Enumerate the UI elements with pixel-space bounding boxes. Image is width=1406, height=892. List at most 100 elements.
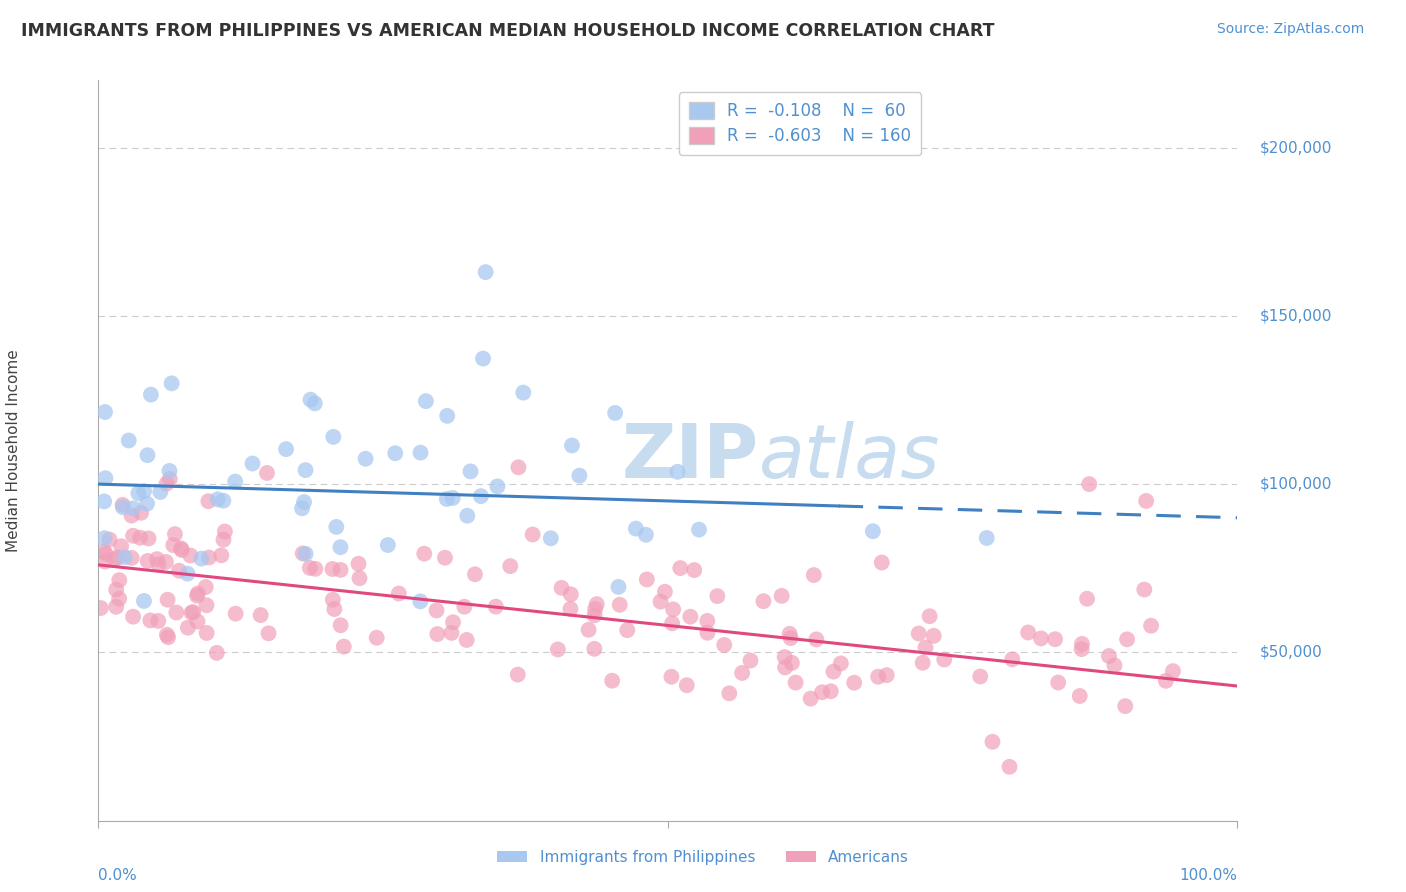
Point <box>354 451 377 466</box>
Point <box>453 599 475 614</box>
Point <box>409 594 432 608</box>
Point <box>298 561 321 575</box>
Point <box>212 533 235 547</box>
Point <box>464 567 486 582</box>
Point <box>696 614 718 628</box>
Point <box>1140 618 1163 632</box>
Point <box>225 607 247 621</box>
Point <box>197 494 219 508</box>
Point <box>329 540 352 554</box>
Point <box>94 405 117 419</box>
Text: $150,000: $150,000 <box>1260 309 1333 323</box>
Point <box>333 640 356 654</box>
Point <box>127 486 149 500</box>
Point <box>190 551 212 566</box>
Point <box>1001 652 1024 666</box>
Point <box>159 464 181 478</box>
Point <box>136 497 159 511</box>
Text: 0.0%: 0.0% <box>98 868 138 883</box>
Point <box>170 543 193 558</box>
Point <box>1116 632 1139 647</box>
Text: ZIP: ZIP <box>621 421 759 493</box>
Point <box>433 550 456 565</box>
Point <box>1135 494 1157 508</box>
Point <box>426 627 449 641</box>
Point <box>329 563 352 577</box>
Point <box>249 608 271 623</box>
Point <box>118 434 141 448</box>
Point <box>870 556 893 570</box>
Point <box>108 591 131 606</box>
Point <box>560 587 582 601</box>
Point <box>560 602 582 616</box>
Point <box>299 392 322 407</box>
Point <box>441 491 464 505</box>
Point <box>98 533 121 547</box>
Point <box>1047 675 1070 690</box>
Point <box>1154 673 1177 688</box>
Point <box>121 508 143 523</box>
Point <box>413 547 436 561</box>
Point <box>156 592 179 607</box>
Point <box>415 394 437 409</box>
Point <box>696 625 718 640</box>
Point <box>460 464 482 478</box>
Point <box>907 626 929 640</box>
Point <box>181 605 204 619</box>
Point <box>540 531 562 545</box>
Point <box>911 656 934 670</box>
Point <box>205 646 228 660</box>
Point <box>122 609 145 624</box>
Point <box>803 568 825 582</box>
Point <box>666 465 689 479</box>
Point <box>811 685 834 699</box>
Point <box>138 532 160 546</box>
Point <box>1161 664 1184 678</box>
Point <box>773 660 796 674</box>
Point <box>1071 637 1094 651</box>
Point <box>195 599 218 613</box>
Point <box>1070 642 1092 657</box>
Point <box>512 385 534 400</box>
Point <box>456 508 478 523</box>
Point <box>634 528 657 542</box>
Point <box>384 446 406 460</box>
Point <box>1114 699 1136 714</box>
Point <box>207 492 229 507</box>
Point <box>607 580 630 594</box>
Point <box>186 615 208 629</box>
Point <box>111 500 134 515</box>
Point <box>90 601 112 615</box>
Point <box>441 615 464 630</box>
Point <box>436 409 458 423</box>
Point <box>105 599 128 614</box>
Point <box>609 598 631 612</box>
Point <box>257 626 280 640</box>
Point <box>561 438 583 452</box>
Point <box>156 628 179 642</box>
Point <box>585 597 607 611</box>
Point <box>162 538 184 552</box>
Point <box>922 629 945 643</box>
Point <box>94 547 117 561</box>
Point <box>506 667 529 681</box>
Text: atlas: atlas <box>759 421 941 493</box>
Point <box>103 552 125 566</box>
Point <box>806 632 828 647</box>
Point <box>214 524 236 539</box>
Text: 100.0%: 100.0% <box>1180 868 1237 883</box>
Point <box>868 670 890 684</box>
Point <box>165 606 187 620</box>
Point <box>1104 658 1126 673</box>
Point <box>155 555 177 569</box>
Point <box>474 265 496 279</box>
Point <box>485 599 508 614</box>
Point <box>224 475 246 489</box>
Point <box>683 563 706 577</box>
Legend: Immigrants from Philippines, Americans: Immigrants from Philippines, Americans <box>491 844 915 871</box>
Point <box>107 550 129 565</box>
Point <box>148 558 170 572</box>
Point <box>163 527 186 541</box>
Point <box>186 589 208 603</box>
Point <box>155 476 177 491</box>
